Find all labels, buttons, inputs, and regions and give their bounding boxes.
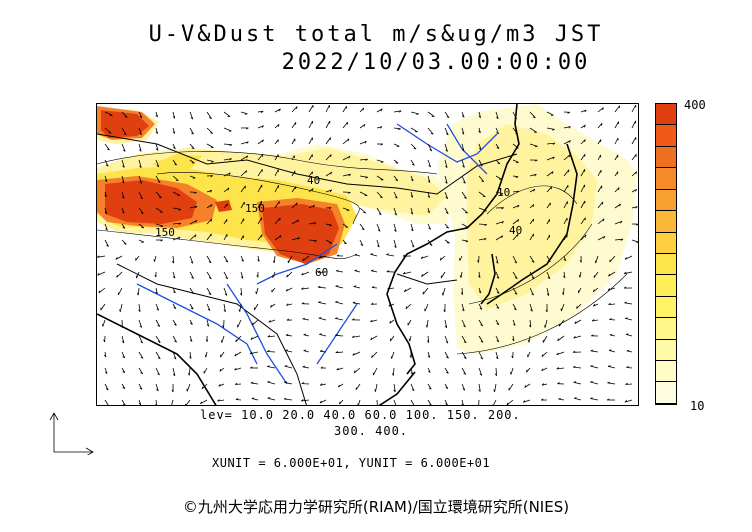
coastlines [97,104,578,405]
dust-heavy-zone [101,110,339,264]
colorbar-segment [656,104,676,126]
map-title-datetime: 2022/10/03.00:00:00 [281,50,591,75]
colorbar-segment [656,361,676,383]
contour-label-60: 60 [315,266,328,279]
colorbar-segment [656,189,676,212]
contour-label-40b: 40 [509,224,522,237]
colorbar-segment [656,318,676,340]
dust-map-panel: 40 150 150 40 60 10 [96,103,639,406]
contour-label-150a: 150 [155,226,175,239]
colorbar-segment [656,382,676,404]
colorbar-segment [656,125,676,147]
borders [97,133,518,405]
copyright-notice: ©九州大学応用力学研究所(RIAM)/国立環境研究所(NIES) [182,498,570,516]
colorbar-segment [656,232,676,254]
colorbar-min-label: 10 [690,399,705,413]
wind-scale-axes-icon [49,412,94,455]
dust-colorbar [655,103,677,405]
wind-vectors [97,104,638,405]
contour-label-150b: 150 [245,202,265,215]
contour-lines [97,151,628,355]
dust-map-svg: 40 150 150 40 60 10 [97,104,638,405]
colorbar-segment [656,253,676,276]
colorbar-segment [656,146,676,169]
colorbar-segment [656,275,676,297]
colorbar-max-label: 400 [684,98,706,112]
colorbar-segment [656,296,676,319]
contour-levels-line1: lev= 10.0 20.0 40.0 60.0 100. 150. 200. [200,408,521,422]
rivers [136,123,498,385]
colorbar-segment [656,168,676,190]
contour-label-10: 10 [497,186,510,199]
map-title-variable: U-V&Dust total m/s&ug/m3 JST [148,22,604,47]
colorbar-segment [656,211,676,233]
contour-labels: 40 150 150 40 60 10 [155,174,522,279]
colorbar-segment [656,339,676,362]
vector-units: XUNIT = 6.000E+01, YUNIT = 6.000E+01 [212,456,491,470]
contour-label-40a: 40 [307,174,320,187]
contour-levels-line2: 300. 400. [334,424,409,438]
